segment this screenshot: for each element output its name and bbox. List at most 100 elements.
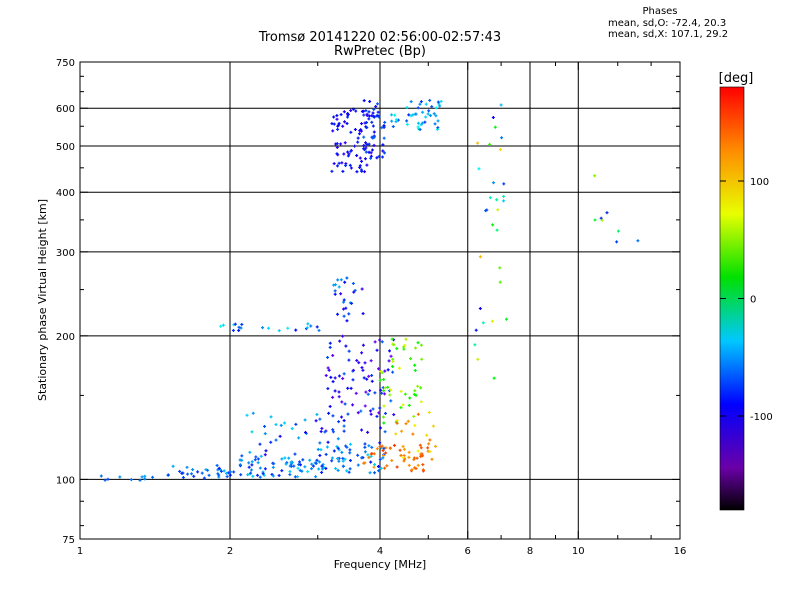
data-point [377,367,381,371]
data-point [225,475,229,479]
data-point [382,378,386,382]
data-point [336,124,340,128]
data-point [303,430,307,434]
data-point [358,164,362,168]
data-point [426,446,430,450]
x-tick-labels: 1 2 4 6 8 10 16 [77,546,687,557]
data-point [239,473,243,477]
data-point [426,112,430,116]
data-point [207,473,211,477]
data-point [232,470,236,474]
data-point [388,349,392,353]
y-tick-label: 400 [56,188,75,199]
data-point [263,453,267,457]
data-point [266,326,270,330]
data-point [343,402,347,406]
data-point [389,113,393,117]
data-point [287,456,291,460]
data-point [395,465,399,469]
data-point [488,142,492,146]
data-point [258,475,262,479]
data-point [387,359,391,363]
grid-lines [80,62,680,539]
data-point [378,445,382,449]
data-point [636,239,640,243]
data-point [408,396,412,400]
data-point [410,468,414,472]
data-point [277,474,281,478]
data-point [294,328,298,332]
data-point [413,466,417,470]
data-point [490,319,494,323]
data-point [341,377,345,381]
data-point [488,196,492,200]
data-point [331,430,335,434]
data-point [362,99,366,103]
data-point [261,472,265,476]
data-point [388,393,392,397]
data-point [286,326,290,330]
data-point [365,112,369,116]
data-point [372,143,376,147]
data-point [239,326,243,330]
data-point [372,107,376,111]
data-point [347,312,351,316]
data-point [245,413,249,417]
data-point [370,120,374,124]
data-point [407,463,411,467]
data-point [367,456,371,460]
data-point [395,419,399,423]
x-tick-label: 16 [674,546,687,557]
data-point [380,444,384,448]
data-point [332,162,336,166]
data-point [389,354,393,358]
data-point [367,142,371,146]
data-point [138,478,142,482]
data-point [425,433,429,437]
data-point [343,120,347,124]
data-point [438,104,442,108]
data-point [345,445,349,449]
data-point [331,395,335,399]
data-point [279,423,283,427]
data-point [427,442,431,446]
data-point [414,112,418,116]
data-point [368,389,372,393]
data-point [342,419,346,423]
data-point [333,376,337,380]
data-point [237,328,241,332]
data-point [413,363,417,367]
data-point [383,120,387,124]
data-point [355,154,359,158]
data-point [423,120,427,124]
data-point [263,467,267,471]
data-point [328,404,332,408]
data-point [416,341,420,345]
data-point [344,344,348,348]
data-point [407,455,411,459]
data-point [219,469,223,473]
data-point [330,456,334,460]
data-point [346,150,350,154]
data-point [362,144,366,148]
data-point [420,357,424,361]
data-point [379,466,383,470]
data-point [375,447,379,451]
data-point [288,473,292,477]
data-point [436,100,440,104]
data-point [317,460,321,464]
data-point [419,446,423,450]
data-point [394,118,398,122]
data-point [269,440,273,444]
data-point [324,466,328,470]
data-point [382,404,386,408]
data-point [339,113,343,117]
data-point [272,462,276,466]
data-point [498,266,502,270]
data-point [342,110,346,114]
data-point [369,156,373,160]
data-point [339,278,343,282]
data-point [397,366,401,370]
data-point [363,442,367,446]
data-point [271,474,275,478]
